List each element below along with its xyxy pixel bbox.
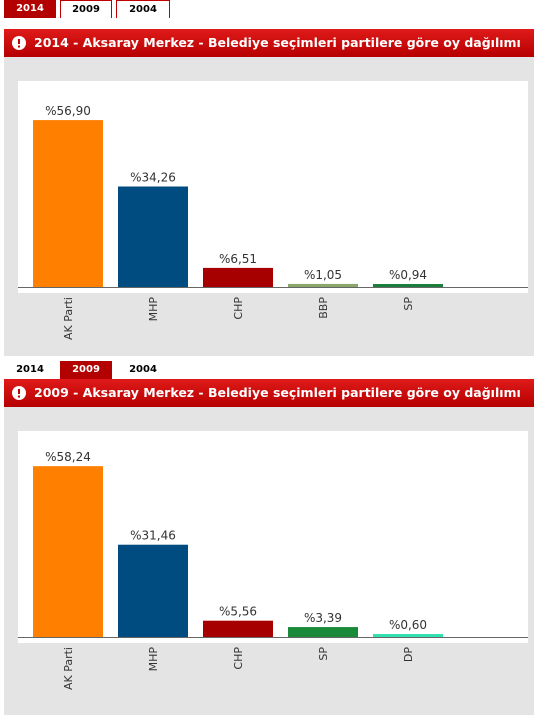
- bar-mhp: [118, 544, 188, 637]
- chart-title-bar: 2014 - Aksaray Merkez - Belediye seçimle…: [4, 29, 534, 57]
- x-tick-label: MHP: [147, 647, 160, 672]
- bar-chart-2009: %58,24 %31,46 %5,56 %3,39 %0,60: [18, 450, 528, 638]
- tab-2009[interactable]: 2009: [60, 361, 112, 379]
- bar-ak-parti: [33, 466, 103, 637]
- x-tick-label: MHP: [147, 297, 160, 322]
- tab-2004[interactable]: 2004: [116, 361, 170, 379]
- bar-value-label: %5,56: [219, 605, 257, 619]
- bar-value-label: %34,26: [130, 171, 176, 185]
- tab-2009[interactable]: 2009: [60, 0, 112, 18]
- x-tick-label: CHP: [232, 647, 245, 670]
- x-tick-label: BBP: [317, 297, 330, 319]
- chart-panel-2009: 2014 2009 2004 2009 - Aksaray Merkez - B…: [0, 361, 535, 715]
- chart-title: 2014 - Aksaray Merkez - Belediye seçimle…: [34, 35, 521, 50]
- bar-value-label: %1,05: [304, 268, 342, 282]
- tab-2014[interactable]: 2014: [4, 361, 56, 379]
- x-axis-labels: AK Parti MHP CHP BBP SP: [62, 297, 415, 340]
- x-axis-labels: AK Parti MHP CHP SP DP: [62, 647, 415, 690]
- plot-area: %56,90 %34,26 %6,51 %1,05 %0,94: [18, 81, 528, 293]
- bar-mhp: [118, 186, 188, 287]
- tab-2014[interactable]: 2014: [4, 0, 56, 18]
- chart-area: %56,90 %34,26 %6,51 %1,05 %0,94 AK Parti MHP C…: [4, 57, 534, 356]
- bar-sp: [373, 284, 443, 287]
- bar-value-label: %0,60: [389, 618, 427, 632]
- bar-value-label: %31,46: [130, 529, 176, 543]
- info-icon: [12, 386, 26, 400]
- bar-value-label: %6,51: [219, 252, 257, 266]
- chart-title: 2009 - Aksaray Merkez - Belediye seçimle…: [34, 385, 521, 400]
- x-tick-label: DP: [402, 647, 415, 662]
- x-tick-label: CHP: [232, 297, 245, 320]
- bar-chart-2014: %56,90 %34,26 %6,51 %1,05 %0,94: [18, 104, 528, 288]
- bar-value-label: %56,90: [45, 104, 91, 118]
- x-tick-label: SP: [402, 297, 415, 311]
- bar-ak-parti: [33, 120, 103, 287]
- x-tick-label: AK Parti: [62, 647, 75, 690]
- bar-value-label: %0,94: [389, 268, 427, 282]
- plot-area: %58,24 %31,46 %5,56 %3,39 %0,60: [18, 431, 528, 643]
- bar-value-label: %3,39: [304, 611, 342, 625]
- bar-sp: [288, 627, 358, 637]
- x-tick-label: AK Parti: [62, 297, 75, 340]
- bar-bbp: [288, 283, 358, 287]
- bar-chp: [203, 620, 273, 637]
- info-icon: [12, 36, 26, 50]
- chart-panel-2014: 2014 2009 2004 2014 - Aksaray Merkez - B…: [0, 0, 535, 356]
- chart-title-bar: 2009 - Aksaray Merkez - Belediye seçimle…: [4, 379, 534, 407]
- x-tick-label: SP: [317, 647, 330, 661]
- bar-chp: [203, 267, 273, 287]
- bar-dp: [373, 634, 443, 637]
- tab-2004[interactable]: 2004: [116, 0, 170, 18]
- chart-area: %58,24 %31,46 %5,56 %3,39 %0,60 AK Parti MHP C…: [4, 407, 534, 715]
- bar-value-label: %58,24: [45, 450, 91, 464]
